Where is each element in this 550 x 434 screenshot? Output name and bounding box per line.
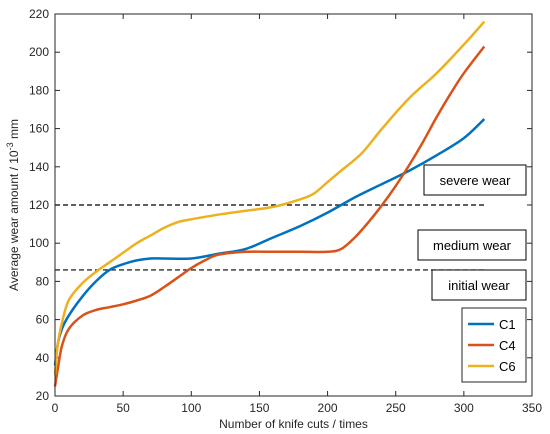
plot-frame: [54, 13, 533, 397]
x-tick-label: 300: [454, 401, 474, 415]
y-tick-label: 60: [36, 313, 50, 327]
x-tick-label: 0: [52, 401, 59, 415]
x-tick-label: 350: [522, 401, 542, 415]
series-line-c4: [53, 45, 486, 387]
y-axis-label-main: Average wear amount / 10: [7, 150, 21, 291]
legend-label-c6: C6: [499, 359, 516, 374]
y-tick-label: 80: [36, 274, 50, 288]
x-tick-label: 250: [386, 401, 406, 415]
legend-label-c4: C4: [499, 338, 516, 353]
legend-label-c1: C1: [499, 317, 516, 332]
annotation-severe-wear: severe wear: [440, 173, 511, 188]
annotation-box-initial: [431, 269, 527, 301]
y-tick-label: 160: [29, 122, 49, 136]
x-tick-label: 100: [181, 401, 201, 415]
y-tick-label: 100: [29, 236, 49, 250]
annotation-initial-wear: initial wear: [448, 278, 510, 293]
y-tick-label: 180: [29, 83, 49, 97]
series-line-c6: [53, 20, 486, 376]
y-axis-label-unit: mm: [7, 119, 21, 142]
y-tick-label: 120: [29, 198, 49, 212]
y-axis-label-exponent: -3: [5, 142, 15, 150]
x-tick-label: 50: [116, 401, 130, 415]
series-line-c1: [53, 118, 486, 366]
x-tick-label: 150: [249, 401, 269, 415]
annotation-box-medium: [417, 229, 527, 261]
annotation-box-severe: [423, 164, 527, 196]
legend: C1 C4 C6: [461, 307, 527, 383]
data-series: [53, 20, 486, 387]
annotations: severe wear medium wear initial wear: [417, 164, 527, 301]
y-tick-label: 200: [29, 45, 49, 59]
y-tick-label: 140: [29, 160, 49, 174]
x-axis-label: Number of knife cuts / times: [219, 417, 368, 431]
y-tick-label: 40: [36, 351, 50, 365]
y-tick-label: 20: [36, 389, 50, 403]
y-tick-label: 220: [29, 7, 49, 21]
x-tick-label: 200: [318, 401, 338, 415]
y-axis-label: Average wear amount / 10-3 mm: [5, 119, 21, 291]
annotation-medium-wear: medium wear: [433, 238, 512, 253]
axis-ticks: 0 50 100 150 200 250 300 350 20 40 60 80 100 120 140 16…: [29, 7, 542, 415]
